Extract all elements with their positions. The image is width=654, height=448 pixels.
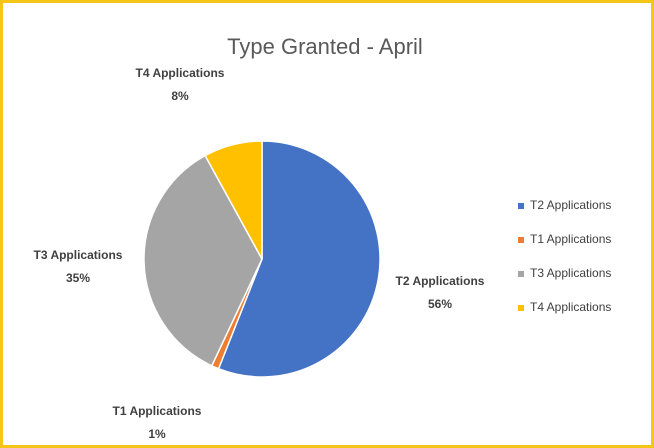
- slice-label-name: T2 Applications: [396, 274, 485, 288]
- legend-label: T1 Applications: [530, 232, 611, 246]
- slice-label-name: T3 Applications: [34, 248, 123, 262]
- slice-label-value: 35%: [66, 271, 90, 285]
- slice-label-name: T1 Applications: [113, 404, 202, 418]
- slice-label-value: 56%: [428, 297, 452, 311]
- legend-swatch: [518, 203, 524, 209]
- chart-title: Type Granted - April: [227, 34, 423, 59]
- slice-label-name: T4 Applications: [136, 66, 225, 80]
- pie-slice: [204, 140, 263, 260]
- legend-label: T4 Applications: [530, 300, 611, 314]
- slice-label-value: 1%: [148, 427, 166, 441]
- legend-label: T2 Applications: [530, 198, 611, 212]
- pie-slice: [143, 154, 263, 367]
- pie-slice: [217, 140, 381, 378]
- legend-label: T3 Applications: [530, 266, 611, 280]
- legend-swatch: [518, 271, 524, 277]
- slice-label-value: 8%: [171, 89, 189, 103]
- legend-swatch: [518, 305, 524, 311]
- legend-swatch: [518, 237, 524, 243]
